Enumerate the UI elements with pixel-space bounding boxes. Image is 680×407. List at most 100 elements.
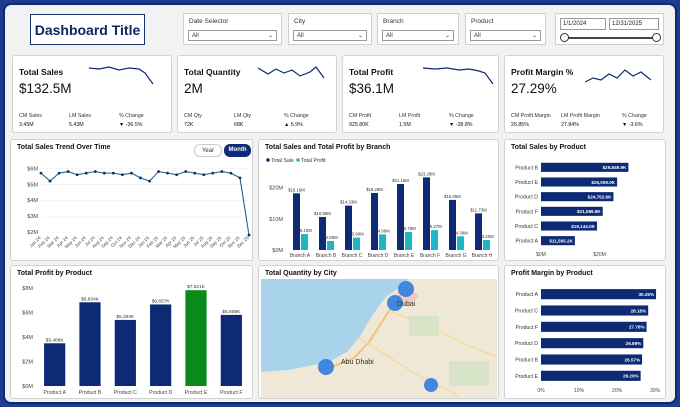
cm-label: CM Profit Margin	[511, 113, 551, 119]
branch-bar-chart: Total Sale Total Profit $20M $10M $0M $18.16M…	[266, 158, 494, 259]
kpi-card-total-quantity: Total Quantity 2M CM Qty 72K LM Qty 68K …	[177, 55, 337, 133]
data-label: 26.89%	[626, 341, 642, 346]
profit-margin-chart: Product A 30.25% Product C 28.18% Product F 2…	[515, 289, 661, 394]
city-map[interactable]: Dubai Abu Dhabi	[259, 266, 499, 399]
range-start-handle[interactable]	[560, 33, 569, 42]
cm-value: 26.85%	[511, 122, 529, 128]
chevron-down-icon: ⌄	[357, 33, 363, 39]
branch-dropdown[interactable]: All ⌄	[382, 30, 454, 41]
data-label: 28.18%	[631, 308, 647, 313]
bar	[541, 289, 657, 300]
sales-data-label: $23.28M	[418, 171, 435, 176]
profit-data-label: $4.38M	[453, 230, 468, 235]
slicer-label: Date Selector	[189, 18, 229, 25]
product-dropdown[interactable]: All ⌄	[470, 30, 541, 41]
profit-bar	[301, 234, 308, 250]
x-tick-label: Product A	[43, 390, 66, 396]
date-selector-slicer[interactable]: Date Selector All ⌄	[183, 13, 282, 45]
data-point	[84, 171, 88, 175]
chart-title: Total Sales by Product	[511, 144, 586, 151]
y-category-label: Product C	[515, 309, 538, 315]
sales-bar	[371, 192, 378, 250]
quantity-by-city-card: Total Quantity by City Dubai Abu Dhabi	[258, 265, 499, 399]
bar	[44, 343, 66, 386]
data-point	[111, 171, 115, 175]
profit-by-product-chart: $8M $6M $4M $2M $0M $3,488K Product A $6,834K Pr…	[22, 284, 243, 396]
change-label: % Change	[284, 113, 309, 119]
data-point	[157, 170, 160, 173]
y-tick-label: $0M	[22, 384, 33, 390]
x-tick-label: Branch C	[342, 253, 363, 259]
sales-bar	[319, 216, 326, 250]
bar	[541, 177, 618, 187]
cm-value: 3.45M	[19, 122, 34, 128]
kpi-title: Profit Margin %	[511, 67, 574, 77]
data-label: $11,565.2K	[549, 238, 573, 243]
kpi-title: Total Sales	[19, 67, 64, 77]
profit-by-product-card: Total Profit by Product $8M $6M $4M $2M $0M $…	[10, 265, 253, 399]
cm-value: 925.80K	[349, 122, 369, 128]
dropdown-value: All	[386, 33, 393, 39]
lm-label: LM Qty	[234, 113, 252, 119]
lm-value: 68K	[234, 122, 244, 128]
y-category-label: Product A	[516, 292, 539, 298]
y-category-label: Product F	[516, 325, 539, 331]
kpi-sparkline	[585, 69, 652, 83]
year-toggle[interactable]: Year	[194, 144, 222, 157]
city-bubble-dubai	[398, 281, 414, 297]
slicer-label: City	[294, 18, 306, 25]
x-tick-label: 20%	[612, 388, 623, 394]
data-label: 30.25%	[638, 292, 654, 297]
change-value: ▼ -3.6%	[622, 122, 643, 128]
bar	[541, 206, 603, 216]
profit-bar	[457, 236, 464, 250]
x-tick-label: Branch F	[420, 253, 440, 259]
cm-label: CM Sales	[19, 113, 42, 119]
bar	[541, 192, 614, 202]
product-slicer[interactable]: Product All ⌄	[465, 13, 546, 45]
data-point	[229, 171, 233, 175]
y-tick-label: $2M	[22, 360, 33, 366]
y-tick-label: $20M	[269, 186, 283, 192]
legend-label: Total Sale	[271, 158, 294, 164]
x-tick-label: Branch B	[316, 253, 337, 259]
month-toggle[interactable]: Month	[224, 144, 251, 157]
x-tick-label: $20M	[593, 252, 606, 258]
sales-data-label: $16.05M	[444, 194, 461, 199]
range-end-handle[interactable]	[652, 33, 661, 42]
y-category-label: Product E	[515, 374, 538, 380]
data-label: 26.57%	[624, 357, 640, 362]
city-dropdown[interactable]: All ⌄	[293, 30, 367, 41]
start-date-input[interactable]: 1/1/2024	[560, 18, 606, 30]
sales-bar	[475, 213, 482, 250]
change-value: ▼ -36.5%	[119, 122, 143, 128]
kpi-title: Total Profit	[349, 67, 394, 77]
y-tick-label: $6M	[27, 166, 38, 172]
sales-data-label: $21.15M	[392, 178, 409, 183]
sales-trend-card: Total Sales Trend Over Time Year Month $…	[10, 139, 253, 261]
data-point	[130, 171, 133, 175]
chevron-down-icon: ⌄	[267, 33, 273, 39]
sales-bar	[345, 205, 352, 250]
x-tick-label: Product F	[220, 390, 243, 396]
y-category-label: Product F	[516, 209, 539, 215]
end-date-input[interactable]: 12/31/2025	[609, 18, 659, 30]
slicer-label: Product	[471, 18, 494, 25]
y-tick-label: $4M	[22, 335, 33, 341]
data-label: $3,488K	[46, 337, 65, 343]
y-category-label: Product B	[515, 358, 538, 364]
date-selector-dropdown[interactable]: All ⌄	[188, 30, 277, 41]
date-range-slicer[interactable]: 1/1/2024 12/31/2025	[555, 13, 664, 45]
change-value: ▼ -38.8%	[449, 122, 473, 128]
city-slicer[interactable]: City All ⌄	[288, 13, 372, 45]
y-tick-label: $4M	[27, 198, 38, 204]
dropdown-value: All	[474, 33, 481, 39]
y-tick-label: $5M	[27, 182, 38, 188]
data-point	[48, 179, 52, 183]
x-tick-label: 10%	[574, 388, 585, 394]
change-label: % Change	[622, 113, 647, 119]
legend-swatch-profit	[296, 158, 300, 162]
y-category-label: Product B	[515, 165, 538, 171]
branch-slicer[interactable]: Branch All ⌄	[377, 13, 459, 45]
x-tick-label: Product E	[185, 390, 208, 396]
